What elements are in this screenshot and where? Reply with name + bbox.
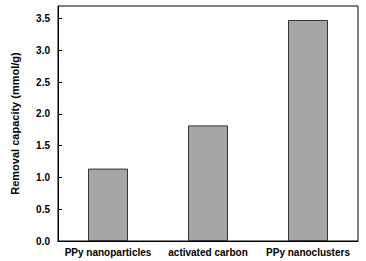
svg-text:Removal capacity (mmol/g): Removal capacity (mmol/g)	[9, 52, 21, 195]
svg-text:PPy nanoparticles: PPy nanoparticles	[65, 247, 152, 258]
svg-text:0.5: 0.5	[36, 204, 50, 215]
svg-text:activated carbon: activated carbon	[168, 247, 247, 258]
svg-text:0.0: 0.0	[36, 236, 50, 247]
svg-text:2.5: 2.5	[36, 77, 50, 88]
svg-text:3.5: 3.5	[36, 13, 50, 24]
svg-text:1.0: 1.0	[36, 172, 50, 183]
svg-text:2.0: 2.0	[36, 108, 50, 119]
svg-text:3.0: 3.0	[36, 45, 50, 56]
svg-text:1.5: 1.5	[36, 140, 50, 151]
svg-text:PPy nanoclusters: PPy nanoclusters	[266, 247, 350, 258]
